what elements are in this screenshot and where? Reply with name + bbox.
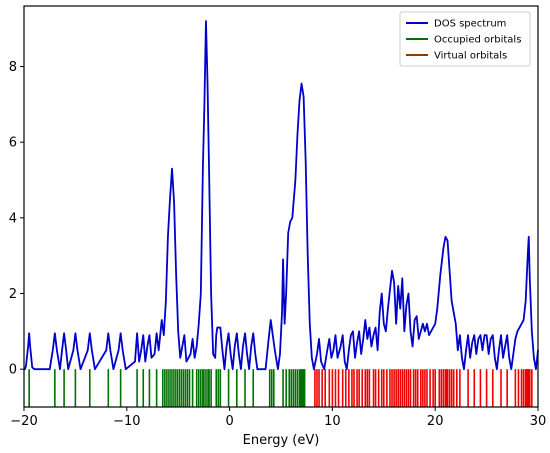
y-tick-label-2: 4	[9, 211, 17, 226]
legend-label-dos: DOS spectrum	[434, 19, 506, 30]
legend: DOS spectrum Occupied orbitals Virtual orb…	[399, 11, 531, 67]
y-tick-label-0: 0	[9, 363, 17, 378]
x-tick-label-3: 10	[324, 414, 341, 429]
x-tick-label-1: −10	[113, 414, 140, 429]
legend-box	[399, 11, 531, 67]
legend-label-virtual: Virtual orbitals	[434, 51, 507, 62]
axis-ticks: −20 −10 0 10 20 30 0 2 4 6 8	[9, 60, 547, 429]
y-tick-label-3: 6	[9, 136, 17, 151]
x-tick-label-5: 30	[530, 414, 547, 429]
orbital-sticks	[28, 369, 533, 407]
dos-spectrum-line	[24, 20, 539, 371]
y-tick-label-4: 8	[9, 60, 17, 75]
x-tick-label-4: 20	[427, 414, 444, 429]
legend-label-occupied: Occupied orbitals	[434, 35, 521, 46]
x-tick-label-0: −20	[10, 414, 37, 429]
x-tick-label-2: 0	[225, 414, 233, 429]
dos-series	[24, 20, 539, 371]
y-tick-label-1: 2	[9, 287, 17, 302]
plot-frame	[23, 5, 539, 408]
x-axis-label: Energy (eV)	[243, 433, 320, 448]
